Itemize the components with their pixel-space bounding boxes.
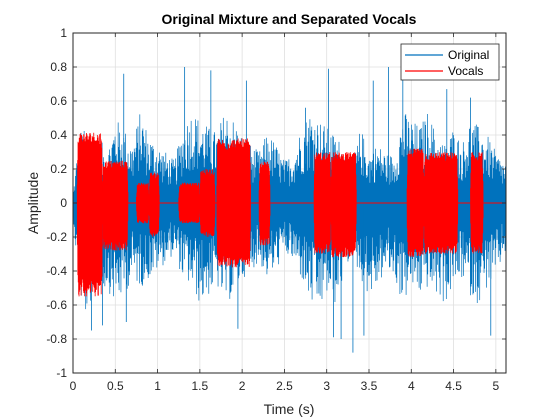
y-axis-label: Amplitude — [25, 172, 41, 234]
y-tick-label: -0.8 — [46, 332, 67, 346]
x-tick-label: 3 — [323, 379, 330, 393]
vocals-segment — [216, 138, 251, 268]
series-vocals — [73, 132, 506, 297]
x-tick-label: 2 — [239, 379, 246, 393]
y-tick-label: -0.2 — [46, 230, 67, 244]
vocals-segment — [76, 132, 103, 297]
x-axis-label: Time (s) — [264, 401, 315, 417]
y-tick-label: -0.6 — [46, 298, 67, 312]
vocals-segment — [258, 161, 271, 246]
chart-title: Original Mixture and Separated Vocals — [162, 11, 417, 27]
x-tick-label: 5 — [493, 379, 500, 393]
legend: Original Vocals — [400, 43, 500, 81]
x-tick-label: 1.5 — [192, 379, 209, 393]
x-tick-label: 3.5 — [361, 379, 378, 393]
vocals-segment — [313, 152, 332, 254]
vocals-segment — [330, 152, 357, 258]
y-tick-label: 0.6 — [50, 94, 67, 108]
y-tick-label: 0.8 — [50, 60, 67, 74]
legend-label-vocals: Vocals — [448, 64, 483, 78]
vocals-segment — [470, 152, 484, 254]
x-tick-label: 2.5 — [276, 379, 293, 393]
vocals-segment — [148, 172, 160, 237]
y-tick-label: 0 — [60, 196, 67, 210]
x-tick-label: 0.5 — [107, 379, 124, 393]
vocals-segment — [423, 152, 459, 254]
plot-area — [73, 51, 506, 353]
axis-ticks: 0 0.5 1 1.5 2 2.5 3 3.5 4 4.5 5 -1 -0.8 -0.6 -0.4 -0.2 0… — [46, 26, 506, 393]
vocals-segment — [136, 182, 150, 224]
y-tick-label: -0.4 — [46, 264, 67, 278]
x-tick-label: 0 — [70, 379, 77, 393]
y-tick-label: 1 — [60, 26, 67, 40]
y-tick-label: -1 — [56, 366, 67, 380]
vocals-segment — [102, 160, 129, 251]
x-tick-label: 1 — [154, 379, 161, 393]
y-tick-label: 0.2 — [50, 162, 67, 176]
x-tick-label: 4 — [408, 379, 415, 393]
y-tick-label: 0.4 — [50, 128, 67, 142]
vocals-segment — [199, 169, 216, 237]
legend-box — [400, 43, 500, 81]
legend-label-original: Original — [448, 48, 489, 62]
vocals-segment — [406, 148, 425, 258]
x-tick-label: 4.5 — [445, 379, 462, 393]
vocals-segment — [178, 182, 201, 224]
